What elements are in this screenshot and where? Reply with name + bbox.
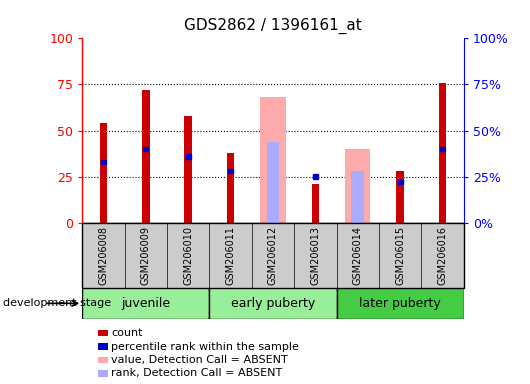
Bar xyxy=(267,142,279,223)
Bar xyxy=(228,169,233,174)
Bar xyxy=(312,184,319,223)
Text: GSM206015: GSM206015 xyxy=(395,226,405,285)
FancyBboxPatch shape xyxy=(337,288,464,319)
Bar xyxy=(313,174,318,179)
Bar xyxy=(260,98,286,223)
Bar xyxy=(227,153,234,223)
Bar xyxy=(398,180,403,184)
Text: GSM206010: GSM206010 xyxy=(183,226,193,285)
Text: percentile rank within the sample: percentile rank within the sample xyxy=(111,341,299,352)
Text: value, Detection Call = ABSENT: value, Detection Call = ABSENT xyxy=(111,355,288,365)
Bar xyxy=(345,149,370,223)
Text: count: count xyxy=(111,328,143,338)
FancyBboxPatch shape xyxy=(209,288,337,319)
Text: GSM206012: GSM206012 xyxy=(268,226,278,285)
Bar xyxy=(351,171,364,223)
Bar xyxy=(396,171,404,223)
Bar xyxy=(101,160,106,164)
Text: early puberty: early puberty xyxy=(231,297,315,310)
Text: GSM206016: GSM206016 xyxy=(438,226,447,285)
Text: GSM206008: GSM206008 xyxy=(99,226,108,285)
FancyBboxPatch shape xyxy=(82,288,209,319)
Bar xyxy=(142,90,149,223)
Title: GDS2862 / 1396161_at: GDS2862 / 1396161_at xyxy=(184,18,362,34)
Bar xyxy=(100,123,107,223)
Bar xyxy=(439,83,446,223)
Text: development stage: development stage xyxy=(3,298,111,308)
Text: later puberty: later puberty xyxy=(359,297,441,310)
Text: rank, Detection Call = ABSENT: rank, Detection Call = ABSENT xyxy=(111,368,282,379)
Text: GSM206009: GSM206009 xyxy=(141,226,151,285)
Bar xyxy=(186,154,191,159)
Bar xyxy=(184,116,192,223)
Text: juvenile: juvenile xyxy=(121,297,170,310)
Text: GSM206013: GSM206013 xyxy=(311,226,320,285)
Bar xyxy=(440,147,445,151)
Bar xyxy=(143,147,148,151)
Text: GSM206011: GSM206011 xyxy=(226,226,235,285)
Text: GSM206014: GSM206014 xyxy=(353,226,363,285)
